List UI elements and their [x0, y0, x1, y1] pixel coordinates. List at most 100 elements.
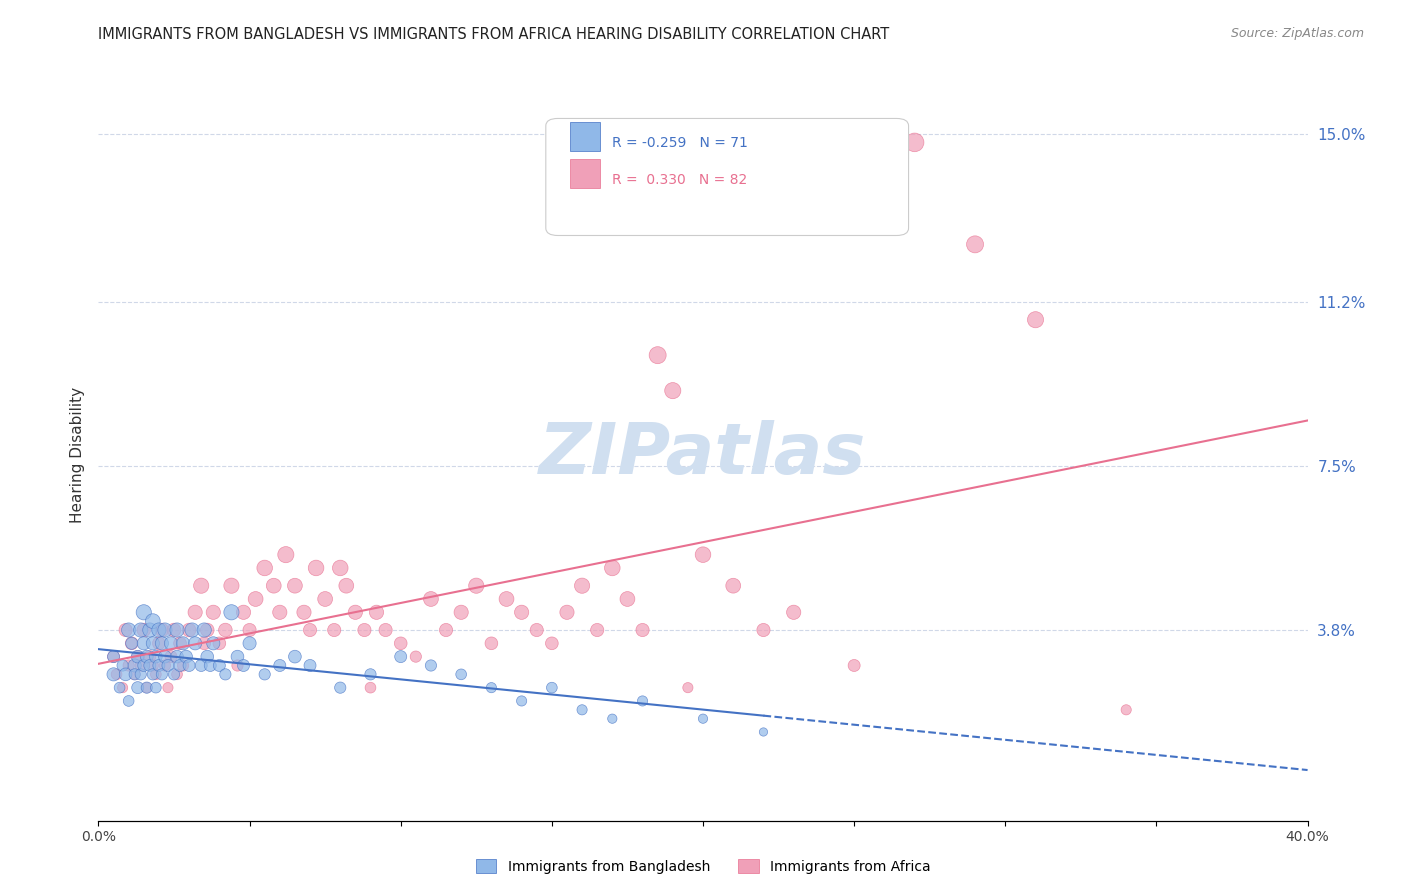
- Point: [420, 592, 443, 607]
- Point: [156, 681, 179, 695]
- Point: [172, 658, 194, 673]
- Point: [132, 623, 155, 637]
- Point: [127, 681, 149, 695]
- Point: [844, 658, 866, 673]
- Point: [190, 658, 212, 673]
- Point: [114, 623, 136, 637]
- Point: [752, 623, 775, 637]
- Point: [232, 605, 254, 619]
- Point: [329, 681, 352, 695]
- Point: [184, 605, 207, 619]
- Point: [127, 649, 149, 664]
- Point: [190, 579, 212, 593]
- Point: [200, 658, 222, 673]
- Point: [208, 658, 231, 673]
- Point: [114, 667, 136, 681]
- Point: [1115, 703, 1137, 717]
- Point: [202, 605, 225, 619]
- Point: [148, 658, 170, 673]
- Point: [105, 667, 128, 681]
- Point: [118, 623, 141, 637]
- Point: [124, 667, 146, 681]
- Point: [166, 649, 188, 664]
- Point: [540, 636, 562, 650]
- Point: [145, 667, 167, 681]
- Point: [214, 623, 236, 637]
- Point: [169, 658, 191, 673]
- Text: Source: ZipAtlas.com: Source: ZipAtlas.com: [1230, 27, 1364, 40]
- Point: [692, 548, 714, 562]
- Point: [420, 658, 443, 673]
- Point: [142, 658, 165, 673]
- Point: [662, 384, 685, 398]
- Point: [292, 605, 315, 619]
- Point: [323, 623, 346, 637]
- Point: [150, 623, 173, 637]
- Point: [193, 623, 215, 637]
- Point: [555, 605, 578, 619]
- Point: [145, 649, 167, 664]
- Point: [103, 667, 125, 681]
- Point: [111, 681, 134, 695]
- Point: [602, 561, 624, 575]
- Point: [163, 623, 186, 637]
- Point: [129, 667, 152, 681]
- Point: [179, 623, 201, 637]
- Point: [118, 658, 141, 673]
- Point: [253, 667, 276, 681]
- Point: [616, 592, 638, 607]
- Point: [676, 681, 699, 695]
- Point: [631, 623, 654, 637]
- Point: [239, 623, 262, 637]
- Point: [174, 649, 197, 664]
- Point: [221, 579, 243, 593]
- Point: [752, 725, 775, 739]
- Point: [602, 712, 624, 726]
- Point: [965, 237, 987, 252]
- Point: [195, 649, 218, 664]
- Point: [631, 694, 654, 708]
- Point: [142, 667, 165, 681]
- Point: [299, 623, 322, 637]
- Point: [526, 623, 548, 637]
- Point: [571, 703, 593, 717]
- Point: [232, 658, 254, 673]
- Point: [481, 636, 503, 650]
- Point: [163, 667, 186, 681]
- Point: [284, 579, 307, 593]
- Point: [145, 681, 167, 695]
- Legend: Immigrants from Bangladesh, Immigrants from Africa: Immigrants from Bangladesh, Immigrants f…: [470, 854, 936, 880]
- Point: [153, 649, 176, 664]
- Point: [305, 561, 328, 575]
- Point: [124, 658, 146, 673]
- Point: [274, 548, 297, 562]
- Point: [366, 605, 388, 619]
- Point: [103, 649, 125, 664]
- Point: [221, 605, 243, 619]
- Point: [510, 605, 533, 619]
- Point: [314, 592, 336, 607]
- Point: [150, 636, 173, 650]
- Point: [127, 649, 149, 664]
- Point: [226, 658, 249, 673]
- Point: [135, 681, 157, 695]
- Point: [510, 694, 533, 708]
- Point: [142, 614, 165, 628]
- Point: [184, 636, 207, 650]
- Point: [329, 561, 352, 575]
- Point: [692, 712, 714, 726]
- Text: IMMIGRANTS FROM BANGLADESH VS IMMIGRANTS FROM AFRICA HEARING DISABILITY CORRELAT: IMMIGRANTS FROM BANGLADESH VS IMMIGRANTS…: [98, 27, 890, 42]
- Point: [132, 605, 155, 619]
- Point: [450, 667, 472, 681]
- Point: [226, 649, 249, 664]
- Point: [166, 623, 188, 637]
- Point: [139, 658, 162, 673]
- Point: [284, 649, 307, 664]
- Point: [156, 658, 179, 673]
- Point: [344, 605, 367, 619]
- Point: [172, 636, 194, 650]
- Point: [160, 649, 183, 664]
- Point: [139, 649, 162, 664]
- Point: [389, 649, 412, 664]
- Point: [360, 667, 382, 681]
